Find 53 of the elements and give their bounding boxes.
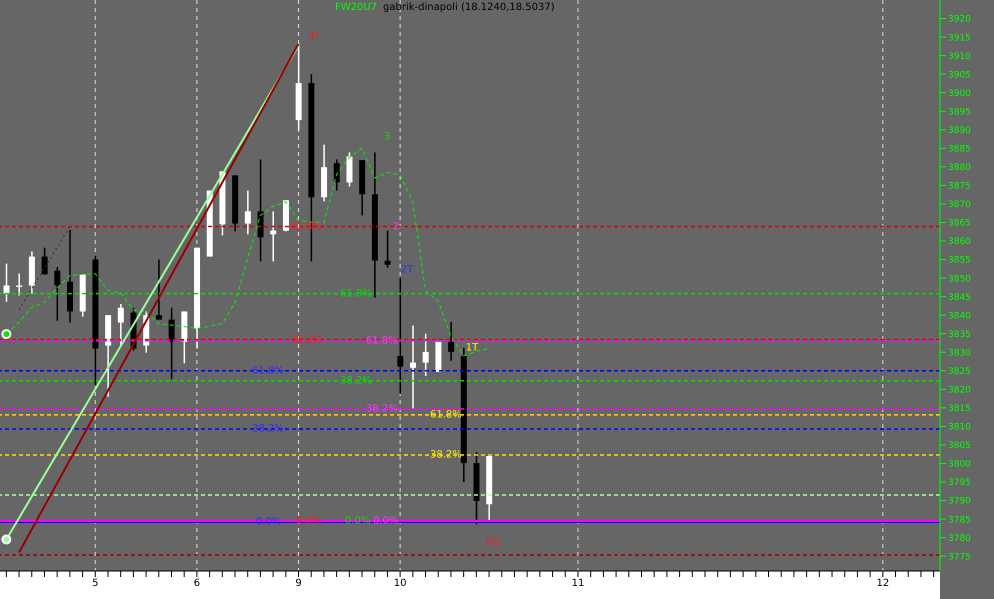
y-tick-label: 3785	[948, 515, 971, 526]
y-tick-label: 3790	[948, 496, 972, 507]
y-tick-label: 3850	[948, 274, 972, 284]
annotation: 2T	[400, 264, 414, 276]
y-tick-label: 3905	[948, 70, 971, 80]
x-tick-label: 5	[92, 578, 98, 590]
x-tick-label: 9	[295, 578, 302, 590]
y-tick-label: 3800	[948, 460, 972, 470]
annotation: 61.8%	[366, 335, 398, 346]
annotation: 61.8%	[252, 365, 284, 376]
y-tick-label: 3775	[948, 552, 971, 562]
annotation: 2	[392, 222, 400, 232]
y-tick-label: 3870	[948, 200, 972, 210]
y-tick-label: 3810	[948, 422, 972, 433]
annotation: 4*	[308, 32, 320, 42]
y-tick-label: 3820	[948, 386, 972, 396]
y-tick-label: 3780	[948, 534, 972, 544]
annotation: 38.2%	[366, 403, 398, 414]
x-tick-label: 11	[572, 578, 584, 590]
annotation: 38.2%	[290, 334, 322, 346]
y-tick-label: 3845	[948, 292, 971, 303]
y-tick-label: 3835	[948, 330, 971, 340]
annotation: 0.0%	[345, 515, 370, 526]
y-tick-label: 3855	[948, 256, 971, 266]
annotation: 38.2%	[252, 423, 284, 434]
y-tick-label: 3875	[948, 182, 971, 192]
y-tick-label: 3860	[948, 237, 972, 248]
annotation: 0.0%	[373, 515, 398, 526]
y-tick-label: 3885	[948, 144, 971, 155]
y-tick-label: 3840	[948, 311, 972, 322]
y-tick-label: 3910	[948, 52, 972, 62]
y-tick-label: 3865	[948, 218, 971, 229]
y-tick-label: 3895	[948, 107, 971, 118]
annotation: 0.0%	[256, 516, 282, 528]
y-tick-label: 3890	[948, 126, 972, 136]
y-tick-label: 3815	[948, 404, 971, 414]
y-tick-label: 3900	[948, 88, 972, 99]
chart-title: FW20U7	[335, 2, 378, 13]
y-tick-label: 3825	[948, 366, 971, 377]
y-tick-label: 3915	[948, 33, 971, 44]
y-tick-label: 3920	[948, 14, 972, 25]
x-tick-label: 10	[394, 578, 406, 590]
y-tick-label: 3805	[948, 441, 971, 452]
y-tick-label: 3830	[948, 348, 972, 358]
annotation: 0.0%	[296, 515, 322, 526]
y-tick-label: 3880	[948, 163, 972, 174]
annotation: 1T	[466, 342, 478, 354]
x-tick-label: 6	[194, 578, 200, 590]
x-tick-label: 12	[876, 578, 890, 590]
chart-subtitle: gabrik-dinapoli (18.1240,18.5037)	[383, 2, 555, 13]
annotation: PO	[486, 538, 500, 548]
annotation: 3	[384, 132, 390, 142]
y-tick-label: 3795	[948, 478, 971, 488]
